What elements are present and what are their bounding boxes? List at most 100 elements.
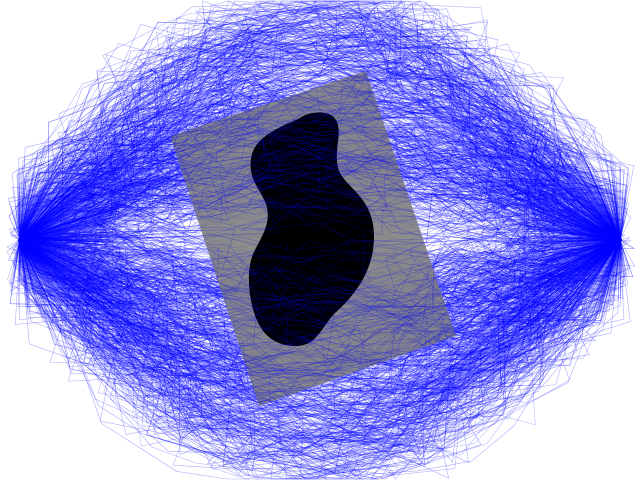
sampled-path	[17, 239, 621, 457]
sampled-path	[19, 13, 630, 241]
sampled-path	[19, 239, 621, 450]
sampled-path	[19, 239, 621, 395]
sampled-path	[19, 239, 621, 437]
sampled-path	[19, 239, 621, 460]
sampled-path	[19, 53, 621, 241]
sampled-path	[19, 239, 621, 418]
sampled-path	[19, 222, 621, 325]
sampled-path	[19, 107, 621, 241]
sampled-path	[19, 239, 621, 479]
sampled-path	[19, 15, 621, 241]
sampled-path	[19, 32, 621, 241]
sampled-path	[19, 29, 621, 241]
sampled-path	[19, 34, 621, 241]
sampled-path	[19, 194, 620, 246]
sampled-path	[19, 239, 621, 449]
sampled-path	[19, 80, 621, 241]
sampled-path	[19, 239, 621, 455]
sampled-path	[19, 239, 621, 368]
sampled-path	[19, 239, 621, 479]
sampled-path	[19, 222, 621, 323]
sampled-path	[19, 0, 621, 241]
sampled-path	[19, 0, 621, 241]
sampled-path	[19, 56, 621, 241]
sampled-path	[19, 123, 621, 243]
sampled-path	[19, 233, 621, 318]
sampled-path	[19, 15, 621, 241]
sampled-path	[19, 239, 622, 477]
sampled-path	[19, 12, 621, 241]
sampled-path	[19, 239, 621, 375]
sampled-path	[19, 239, 621, 428]
sampled-path	[19, 140, 621, 241]
sampled-path	[19, 239, 621, 463]
sampled-path	[19, 239, 621, 480]
sampled-path	[19, 80, 621, 241]
sampled-path	[19, 239, 621, 415]
sampled-path	[19, 221, 621, 292]
sampled-path	[19, 0, 621, 241]
sampled-path	[19, 239, 621, 442]
sampled-path	[20, 239, 621, 337]
sampled-path	[19, 239, 621, 420]
sampled-path	[19, 7, 621, 241]
sampled-path	[19, 239, 621, 430]
sampled-path	[19, 239, 621, 447]
sampled-path	[19, 239, 621, 461]
sampled-path	[19, 46, 621, 241]
sampled-path	[19, 7, 621, 241]
sampled-path	[19, 59, 621, 241]
sampled-path	[19, 38, 621, 241]
sampled-path	[19, 92, 621, 241]
sampled-path	[19, 239, 621, 437]
sampled-path	[19, 68, 621, 241]
sampled-path	[19, 239, 621, 360]
sampled-path	[19, 71, 621, 241]
sampled-path	[19, 239, 621, 408]
sampled-path	[19, 37, 621, 241]
sampled-path	[19, 162, 621, 241]
sampled-path	[19, 239, 621, 410]
sampled-path	[19, 223, 621, 288]
sampled-path	[19, 239, 621, 438]
sampled-path	[19, 239, 621, 406]
sampled-path	[19, 237, 621, 393]
sampled-path	[19, 56, 621, 241]
sampled-path	[19, 239, 621, 480]
sampled-path	[19, 239, 621, 419]
sampled-path	[19, 2, 621, 241]
sampled-path	[19, 165, 621, 241]
sampled-path	[19, 239, 621, 428]
sampled-path	[19, 239, 621, 480]
sampled-path	[19, 66, 621, 241]
sampled-path	[19, 239, 621, 444]
sampled-path	[19, 52, 621, 241]
sampled-path	[19, 239, 621, 480]
sampled-path	[19, 117, 621, 241]
sampled-path	[19, 0, 621, 241]
sampled-path	[19, 46, 621, 241]
sampled-path	[19, 137, 621, 241]
sampled-path	[19, 5, 621, 241]
sampled-path	[19, 38, 621, 241]
sampled-path	[19, 107, 621, 241]
sampled-path	[19, 239, 621, 455]
sampled-path	[10, 52, 621, 241]
sampled-path	[19, 22, 621, 241]
sampled-path	[19, 29, 621, 241]
sampled-path	[19, 74, 621, 241]
sampled-path	[19, 239, 621, 403]
sampled-path	[19, 125, 621, 241]
sampled-path	[19, 239, 621, 436]
sampled-path	[19, 230, 621, 335]
sampled-path	[19, 239, 621, 413]
sampled-path	[19, 48, 621, 241]
sampled-path	[19, 14, 621, 241]
sampled-path	[19, 239, 621, 427]
sampled-path	[19, 0, 621, 241]
sampled-path	[19, 239, 621, 466]
sampled-path	[19, 168, 621, 241]
sampled-path	[19, 90, 621, 241]
sampled-path	[19, 239, 621, 327]
sampled-path	[19, 50, 621, 241]
